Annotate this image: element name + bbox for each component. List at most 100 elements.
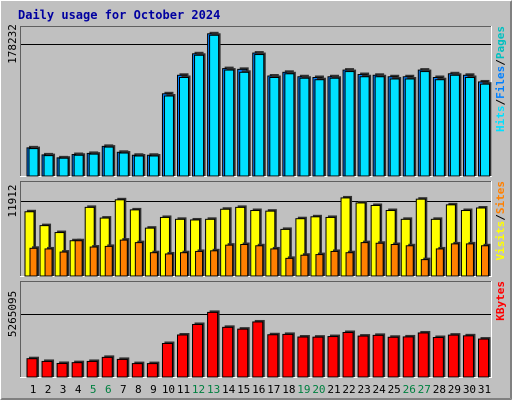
bar-sites-4 [74,240,83,277]
bar-sites-22 [345,252,354,277]
bar-hits-26 [404,78,415,177]
bar-sites-26 [405,245,414,277]
bar-kbytes-17 [267,334,279,378]
bar-kbytes-15 [237,328,249,378]
legend-separator: / [494,59,507,66]
bar-sites-31 [481,245,489,277]
bar-hits-4 [73,154,84,177]
legend-kbytes: KBytes [494,281,507,321]
x-tick-label: 17 [267,383,280,396]
x-tick-label: 5 [90,383,97,396]
bar-hits-16 [254,54,265,177]
bar-sites-21 [330,250,339,277]
bar-sites-8 [134,242,143,277]
bar-sites-11 [180,252,188,277]
x-tick-label: 18 [282,383,295,396]
bar-hits-11 [179,76,189,177]
legend-item: KBytes [494,281,507,321]
bar-sites-17 [270,248,279,277]
bar-sites-12 [195,250,204,277]
bar-kbytes-1 [26,358,38,378]
x-tick-label: 3 [60,383,67,396]
x-tick-label: 29 [448,383,461,396]
bar-hits-29 [449,74,460,177]
x-tick-label: 10 [162,383,175,396]
bar-sites-19 [300,254,309,277]
x-tick-label: 13 [207,383,220,396]
x-tick-label: 12 [192,383,205,396]
bar-sites-24 [375,242,384,277]
bar-hits-1 [28,148,39,177]
bar-sites-13 [210,250,219,277]
bar-hits-31 [480,83,490,177]
legend-separator: / [494,99,507,106]
bar-sites-29 [450,243,459,277]
legend-hits-files-pages: Hits/Files/Pages [494,26,507,132]
bar-hits-3 [58,157,69,177]
legend-item: Files [494,66,507,99]
x-tick-label: 20 [312,383,325,396]
bar-hits-8 [133,155,144,177]
bar-kbytes-8 [131,363,143,378]
bar-sites-14 [225,244,234,277]
bar-hits-28 [434,79,445,177]
bar-kbytes-4 [71,362,83,378]
bar-sites-23 [360,242,369,277]
bar-hits-19 [299,77,310,177]
bar-sites-2 [44,248,53,277]
bar-kbytes-6 [101,356,113,378]
bar-hits-15 [239,71,250,177]
legend-item: Pages [494,26,507,59]
bar-sites-18 [285,257,294,277]
bar-hits-12 [194,54,205,177]
bar-kbytes-19 [297,336,309,378]
bar-sites-10 [164,253,173,277]
bar-kbytes-13 [207,311,219,378]
y-max-label: 178232 [6,24,19,64]
bar-kbytes-29 [447,334,459,378]
bar-hits-14 [224,69,235,177]
bar-hits-9 [148,155,159,177]
y-max-label: 5265095 [6,291,19,337]
x-tick-label: 27 [418,383,431,396]
bar-kbytes-11 [177,334,188,378]
x-tick-label: 2 [45,383,52,396]
bar-kbytes-9 [146,363,158,378]
bar-kbytes-12 [192,323,204,378]
bar-kbytes-16 [252,321,264,378]
bar-kbytes-18 [282,333,294,378]
x-tick-label: 30 [463,383,476,396]
x-tick-label: 24 [373,383,387,396]
bar-hits-2 [43,155,54,177]
bar-kbytes-27 [417,332,429,378]
x-tick-label: 11 [177,383,190,396]
x-tick-label: 15 [237,383,250,396]
bar-kbytes-5 [86,360,98,378]
bar-kbytes-24 [372,334,384,378]
legend-separator: / [494,214,507,221]
x-tick-label: 4 [75,383,82,396]
x-tick-label: 21 [327,383,340,396]
legend-item: Hits [494,106,507,133]
bar-kbytes-22 [342,331,354,378]
bar-hits-6 [103,146,114,177]
x-tick-label: 31 [478,383,491,396]
bar-hits-22 [344,71,355,177]
bar-hits-18 [284,73,295,177]
x-tick-label: 22 [342,383,355,396]
bar-kbytes-25 [387,336,399,378]
x-tick-label: 25 [388,383,401,396]
bar-kbytes-20 [312,336,324,378]
bar-kbytes-23 [357,335,369,378]
bar-hits-25 [389,78,400,177]
x-tick-label: 28 [433,383,446,396]
legend-item: Sites [494,181,507,214]
x-tick-label: 9 [150,383,157,396]
bar-sites-3 [59,251,68,277]
bar-hits-10 [163,95,174,177]
bar-sites-15 [240,244,249,277]
bar-kbytes-2 [41,360,53,378]
legend-item: Visits [494,221,507,261]
x-tick-label: 19 [297,383,310,396]
